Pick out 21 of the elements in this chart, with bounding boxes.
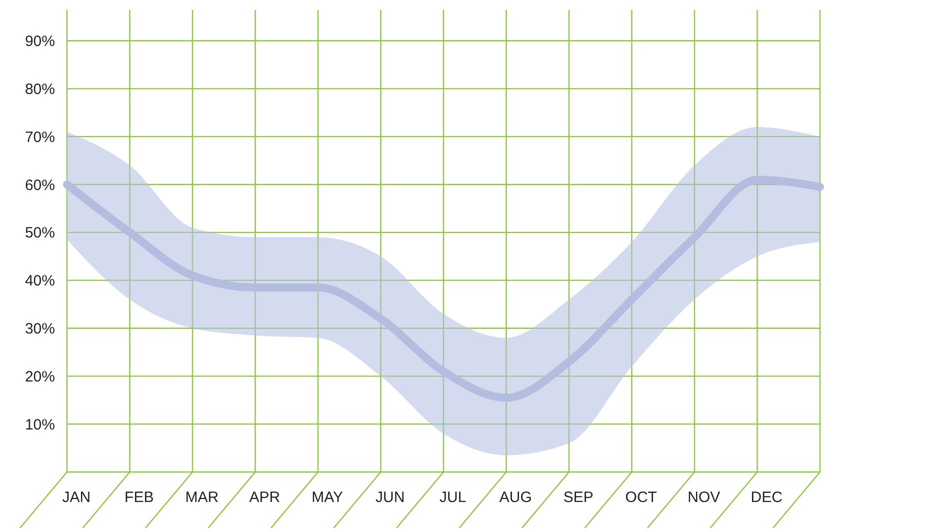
- y-tick-label: 30%: [24, 320, 55, 338]
- x-tick-label: NOV: [688, 489, 720, 506]
- y-tick-label: 40%: [24, 272, 55, 290]
- y-tick-label: 80%: [24, 80, 55, 98]
- y-tick-label: 60%: [24, 176, 55, 194]
- x-tick-label: MAR: [185, 489, 219, 506]
- x-tick-label: SEP: [563, 489, 594, 506]
- y-tick-label: 90%: [24, 33, 55, 50]
- x-tick-label: OCT: [625, 489, 657, 506]
- y-tick-label: 50%: [24, 224, 55, 242]
- y-tick-label: 70%: [24, 128, 55, 146]
- x-tick-label: JUN: [376, 489, 405, 506]
- x-tick-label: MAY: [312, 489, 344, 506]
- y-tick-label: 10%: [24, 416, 55, 434]
- x-tick-label: JUL: [440, 489, 466, 506]
- x-tick-label: JAN: [62, 489, 91, 506]
- x-tick-label: APR: [249, 489, 280, 506]
- x-tick-label: FEB: [124, 489, 154, 506]
- x-tick-label: DEC: [750, 489, 783, 506]
- y-tick-label: 20%: [24, 368, 55, 386]
- x-tick-label: AUG: [499, 489, 532, 506]
